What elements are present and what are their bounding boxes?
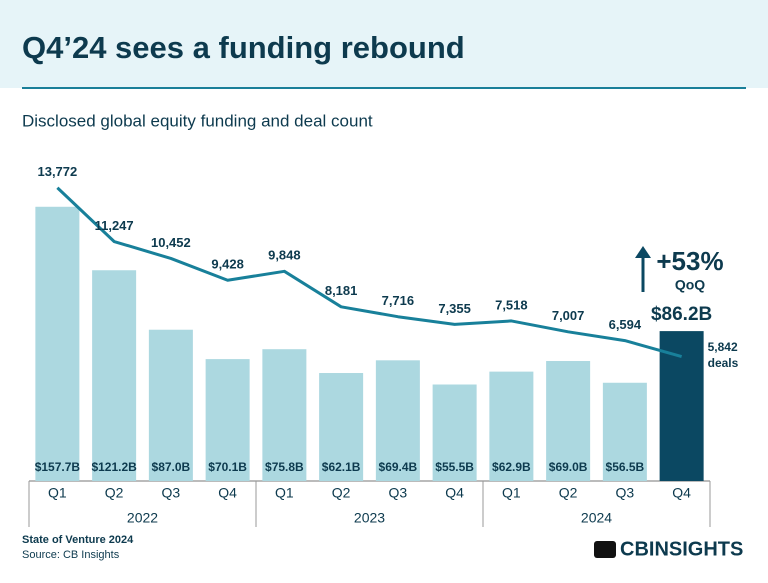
footer-source: Source: CB Insights <box>22 549 120 561</box>
line-value-label: 9,848 <box>268 248 301 263</box>
x-tick-label: Q2 <box>105 485 124 501</box>
chart-title: Q4’24 sees a funding rebound <box>22 30 465 65</box>
line-value-label: 7,716 <box>382 293 415 308</box>
bar <box>205 359 250 481</box>
arrow-head <box>635 246 651 258</box>
x-tick-label: Q3 <box>162 485 181 501</box>
bar <box>432 384 477 481</box>
bar <box>602 382 647 481</box>
logo-text: CBINSIGHTS <box>620 538 743 560</box>
bar-value-label: $86.2B <box>651 304 712 325</box>
line-value-label: 7,355 <box>438 301 471 316</box>
line-value-label: 10,452 <box>151 235 191 250</box>
x-tick-label: Q3 <box>616 485 635 501</box>
bar <box>489 371 534 481</box>
line-value-label: 11,247 <box>95 218 134 233</box>
bar-value-label: $157.7B <box>35 460 81 474</box>
title-band <box>0 0 768 88</box>
bar <box>319 373 364 481</box>
x-tick-label: Q4 <box>672 485 691 501</box>
bar <box>375 360 420 481</box>
x-tick-label: Q1 <box>48 485 67 501</box>
group-label: 2022 <box>127 510 158 526</box>
bar-value-label: $75.8B <box>265 460 304 474</box>
deal-line <box>56 186 683 359</box>
bar-value-label: $121.2B <box>91 460 137 474</box>
x-tick-label: Q1 <box>275 485 294 501</box>
footer-report: State of Venture 2024 <box>22 534 134 546</box>
x-tick-label: Q4 <box>218 485 237 501</box>
bar-value-label: $62.9B <box>492 460 531 474</box>
bar-value-label: $69.0B <box>549 460 588 474</box>
group-label: 2024 <box>581 510 612 526</box>
bar-value-label: $62.1B <box>322 460 361 474</box>
bar <box>35 206 80 481</box>
x-tick-label: Q4 <box>445 485 464 501</box>
change-label: +53% <box>656 246 723 276</box>
x-tick-label: Q1 <box>502 485 521 501</box>
bar-value-label: $55.5B <box>435 460 474 474</box>
chart-subtitle: Disclosed global equity funding and deal… <box>22 111 373 130</box>
line-value-label: 7,518 <box>495 297 528 312</box>
bar-value-label: $69.4B <box>379 460 418 474</box>
line-value-label: 9,428 <box>211 257 244 272</box>
line-value-label: 7,007 <box>552 308 585 323</box>
line-value-label: 8,181 <box>325 283 358 298</box>
x-tick-label: Q2 <box>332 485 351 501</box>
line-unit-label: deals <box>708 356 739 370</box>
x-tick-label: Q3 <box>389 485 408 501</box>
line-value-label: 6,594 <box>609 317 642 332</box>
bar <box>262 349 307 481</box>
line-value-label: 13,772 <box>37 164 77 179</box>
logo-icon <box>594 541 616 558</box>
group-label: 2023 <box>354 510 385 526</box>
bar <box>148 329 193 481</box>
bar <box>92 270 137 481</box>
bar-value-label: $87.0B <box>152 460 191 474</box>
bar-value-label: $56.5B <box>606 460 645 474</box>
line-value-label: 5,842 <box>708 340 738 354</box>
x-tick-label: Q2 <box>559 485 578 501</box>
bar-value-label: $70.1B <box>208 460 247 474</box>
bar <box>546 361 591 481</box>
change-sublabel: QoQ <box>675 277 705 293</box>
